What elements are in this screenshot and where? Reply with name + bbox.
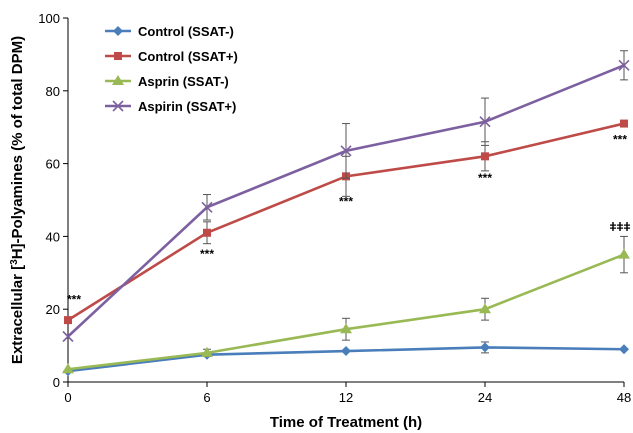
data-point <box>480 342 490 353</box>
axes: 0 20 40 60 80 100 0 6 12 24 48 <box>38 11 631 405</box>
marker-stroke <box>201 201 213 213</box>
data-point <box>341 346 351 357</box>
y-axis-title: Extracellular [3H]-Polyamines (% of tota… <box>9 36 27 364</box>
y-tick-label: 100 <box>38 11 60 26</box>
legend-marker <box>113 26 123 36</box>
data-point <box>479 303 491 314</box>
x-tick-label: 48 <box>617 390 631 405</box>
data-point <box>201 201 213 213</box>
significance-mark: *** <box>613 133 627 147</box>
legend-label: Control (SSAT-) <box>138 24 234 39</box>
significance-mark: ǂǂǂ <box>609 220 630 234</box>
data-point <box>619 344 629 355</box>
legend-label: Aspirin (SSAT+) <box>138 99 236 114</box>
data-point <box>201 346 213 357</box>
data-point <box>620 119 628 128</box>
marker-stroke <box>62 330 74 343</box>
marker-stroke <box>340 145 352 157</box>
data-point <box>64 316 72 325</box>
significance-mark: *** <box>339 194 353 208</box>
y-tick-label: 0 <box>53 375 60 390</box>
series-3 <box>62 235 630 374</box>
series-4 <box>62 50 630 343</box>
x-axis-title: Time of Treatment (h) <box>270 414 422 431</box>
data-point <box>340 323 352 334</box>
significance-mark: *** <box>67 293 81 307</box>
data-point <box>203 228 211 237</box>
x-tick-label: 0 <box>64 390 71 405</box>
legend: Control (SSAT-) Control (SSAT+) Asprin (SS… <box>105 24 238 114</box>
marker-stroke <box>479 116 491 128</box>
y-tick-label: 80 <box>46 84 60 99</box>
legend-label: Asprin (SSAT-) <box>138 74 229 89</box>
data-point <box>618 59 630 71</box>
legend-entry: Control (SSAT-) <box>105 24 234 39</box>
marker-stroke <box>618 59 630 71</box>
legend-entry: Control (SSAT+) <box>105 49 238 64</box>
marker-stroke <box>112 100 124 112</box>
legend-entry: Aspirin (SSAT+) <box>105 99 236 114</box>
annotations: *** *** *** *** *** ǂǂǂ <box>67 133 631 307</box>
y-tick-label: 20 <box>46 302 60 317</box>
legend-entry: Asprin (SSAT-) <box>105 74 229 89</box>
significance-mark: *** <box>478 171 492 185</box>
y-tick-label: 40 <box>46 229 60 244</box>
legend-marker <box>112 75 124 85</box>
data-point <box>62 330 74 343</box>
y-tick-label: 60 <box>46 157 60 172</box>
x-tick-label: 6 <box>203 390 210 405</box>
data-point <box>62 363 74 374</box>
x-tick-label: 24 <box>478 390 492 405</box>
legend-marker <box>112 100 124 112</box>
data-point <box>479 116 491 128</box>
data-point <box>481 152 489 161</box>
data-point <box>618 248 630 259</box>
series-layer <box>62 50 630 377</box>
legend-label: Control (SSAT+) <box>138 49 238 64</box>
legend-marker <box>114 52 122 60</box>
x-tick-label: 12 <box>339 390 353 405</box>
data-point <box>340 145 352 157</box>
significance-mark: *** <box>200 247 214 261</box>
